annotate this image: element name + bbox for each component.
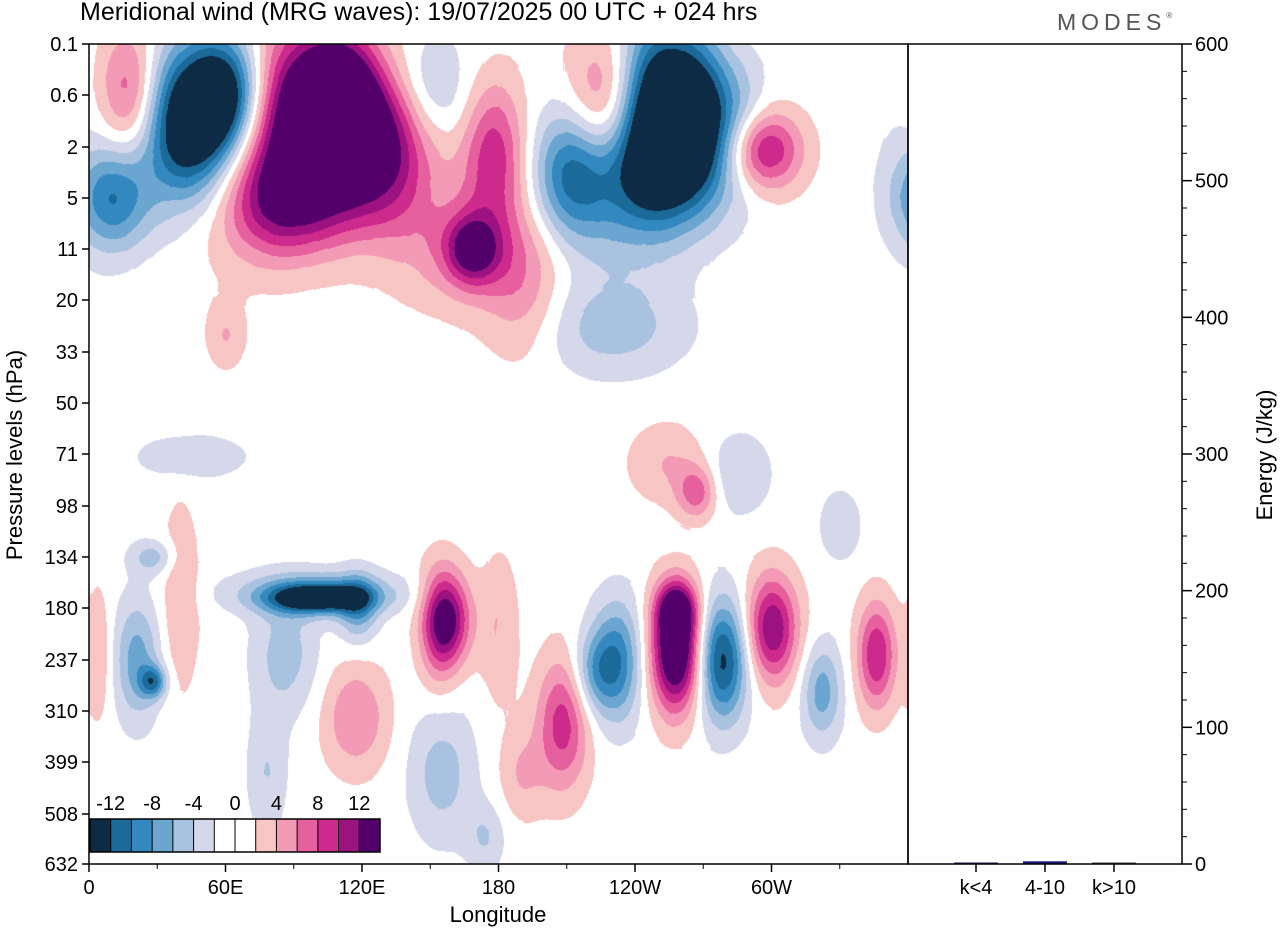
y-tick-label: 237	[45, 650, 78, 672]
energy-tick-label: 200	[1195, 581, 1228, 603]
energy-bar	[1023, 861, 1067, 864]
colorbar-swatch	[235, 819, 257, 852]
y-axis-left: 0.1 0.6 2 5 11 20 33 50 71 98 134 180 237 310 399 508 63…	[45, 34, 89, 876]
x-axis-bottom: 0 60E 120E 180 120W 60W	[83, 864, 841, 899]
y-tick-label: 11	[57, 239, 78, 261]
y-tick-label: 180	[45, 598, 78, 620]
energy-category-label: 4-10	[1025, 877, 1065, 899]
y-tick-label: 508	[45, 804, 78, 826]
colorbar-swatch	[193, 819, 215, 852]
y-axis-right: 0 100 200 300 400 500 600	[1182, 34, 1228, 876]
chart-title: Meridional wind (MRG waves): 19/07/2025 …	[80, 0, 758, 26]
colorbar-swatch	[255, 819, 277, 852]
y-axis-title: Pressure levels (hPa)	[2, 350, 27, 560]
y-tick-label: 310	[45, 701, 78, 723]
colorbar-label: -4	[185, 793, 203, 815]
x-tick-label: 120E	[339, 877, 386, 899]
y-tick-label: 2	[67, 137, 78, 159]
y-tick-label: 399	[45, 752, 78, 774]
colorbar-swatch	[276, 819, 298, 852]
energy-category-label: k<4	[960, 877, 993, 899]
colorbar-label: 12	[348, 793, 370, 815]
bar-panel-frame	[907, 43, 1183, 865]
y-tick-label: 5	[67, 188, 78, 210]
colorbar-label: -12	[96, 793, 125, 815]
colorbar-label: 4	[271, 793, 282, 815]
colorbar-swatch	[359, 819, 381, 852]
colorbar: -12 -8 -4 0 4 8 12	[89, 793, 381, 853]
y-tick-label: 33	[56, 342, 78, 364]
x-tick-label: 180	[482, 877, 515, 899]
y-tick-label: 0.6	[50, 85, 78, 107]
y-tick-label: 0.1	[50, 34, 78, 56]
heatmap-plot	[89, 44, 908, 864]
colorbar-swatch	[297, 819, 319, 852]
energy-tick-label: 0	[1195, 854, 1206, 876]
energy-category-label: k>10	[1092, 877, 1136, 899]
energy-axis-title: Energy (J/kg)	[1252, 390, 1277, 521]
colorbar-label: 0	[229, 793, 240, 815]
colorbar-swatch	[90, 819, 112, 852]
energy-bars: k<4 4-10 k>10	[954, 861, 1136, 899]
colorbar-swatch	[214, 819, 236, 852]
colorbar-swatch	[152, 819, 174, 852]
energy-tick-label: 100	[1195, 717, 1228, 739]
x-tick-label: 60W	[751, 877, 792, 899]
x-axis-title: Longitude	[450, 902, 547, 927]
colorbar-swatch	[338, 819, 360, 852]
x-tick-label: 0	[83, 877, 94, 899]
x-tick-label: 120W	[609, 877, 661, 899]
energy-tick-label: 500	[1195, 171, 1228, 193]
brand-mark: ®	[1166, 11, 1173, 20]
colorbar-label: -8	[143, 793, 161, 815]
y-tick-label: 134	[45, 547, 78, 569]
y-tick-label: 50	[56, 393, 78, 415]
y-tick-label: 98	[56, 496, 78, 518]
colorbar-swatch	[317, 819, 340, 852]
heatmap-image	[89, 44, 908, 864]
energy-tick-label: 300	[1195, 444, 1228, 466]
y-tick-label: 20	[56, 290, 78, 312]
x-tick-label: 60E	[208, 877, 244, 899]
colorbar-label: 8	[312, 793, 323, 815]
colorbar-swatch	[110, 819, 132, 852]
energy-tick-label: 400	[1195, 307, 1228, 329]
colorbar-swatch	[172, 819, 195, 852]
y-tick-label: 632	[45, 854, 78, 876]
colorbar-swatch	[131, 819, 153, 852]
brand-logo: MODES®	[1057, 9, 1172, 36]
y-tick-label: 71	[56, 444, 78, 466]
brand-text: MODES	[1057, 9, 1167, 35]
energy-tick-label: 600	[1195, 34, 1228, 56]
